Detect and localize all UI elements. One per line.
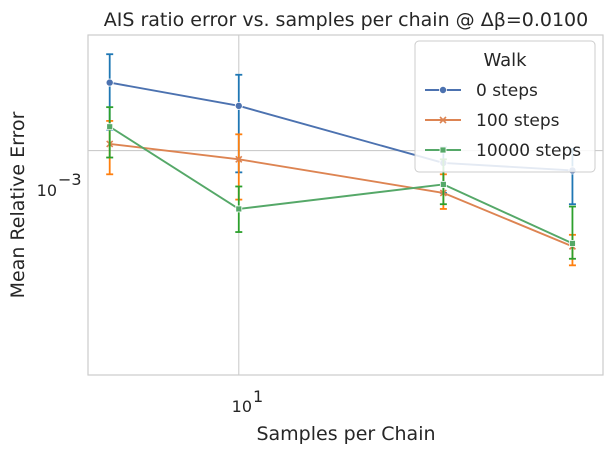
y-axis-label: Mean Relative Error — [7, 111, 29, 298]
series-line — [109, 125, 573, 245]
y-tick-label: 10 −3 — [37, 170, 82, 200]
error-bar — [568, 205, 576, 260]
data-point — [105, 78, 114, 87]
legend-title: Walk — [483, 50, 527, 71]
legend-label: 0 steps — [476, 81, 538, 101]
data-point — [235, 205, 243, 213]
legend-label: 100 steps — [476, 111, 560, 131]
data-point — [234, 101, 243, 110]
legend: Walk 0 steps 100 steps 10000 steps — [414, 40, 596, 173]
legend-items: 0 steps 100 steps 10000 steps — [425, 81, 581, 161]
chart-title: AIS ratio error vs. samples per chain @ … — [104, 9, 588, 31]
legend-label: 10000 steps — [476, 141, 581, 161]
y-tick-exponent: −3 — [58, 170, 82, 189]
legend-item: 100 steps — [425, 111, 560, 131]
data-point — [569, 240, 576, 247]
data-point — [235, 155, 243, 163]
legend-marker — [438, 86, 447, 95]
x-tick-exponent: 1 — [253, 387, 263, 406]
error-bar — [106, 106, 114, 159]
legend-frame — [414, 40, 596, 173]
legend-item: 10000 steps — [425, 141, 581, 161]
data-point — [439, 180, 447, 188]
x-tick-base: 10 — [232, 397, 252, 416]
legend-item: 0 steps — [425, 81, 538, 101]
legend-marker — [439, 116, 447, 124]
x-tick-label: 10 1 — [232, 387, 264, 416]
data-point — [106, 123, 114, 131]
legend-marker — [439, 146, 447, 154]
y-tick-base: 10 — [37, 181, 57, 200]
series-line — [109, 142, 573, 248]
x-axis-label: Samples per Chain — [256, 423, 435, 445]
